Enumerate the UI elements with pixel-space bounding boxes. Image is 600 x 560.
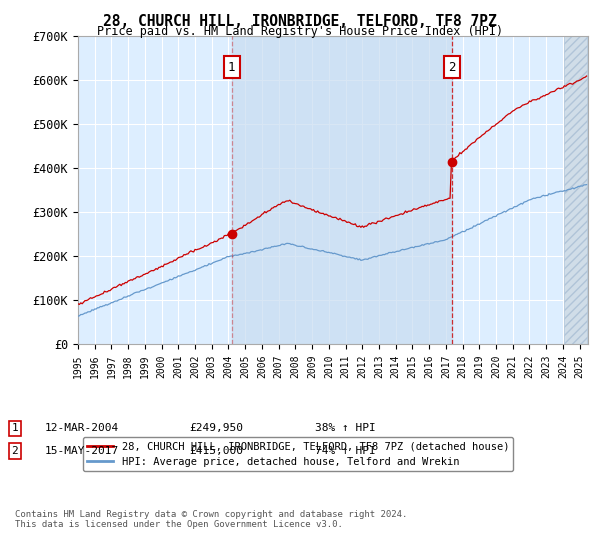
- Text: £415,000: £415,000: [189, 446, 243, 456]
- Text: 2: 2: [448, 60, 456, 74]
- Text: 38% ↑ HPI: 38% ↑ HPI: [315, 423, 376, 433]
- Text: £249,950: £249,950: [189, 423, 243, 433]
- Text: 12-MAR-2004: 12-MAR-2004: [45, 423, 119, 433]
- Text: 74% ↑ HPI: 74% ↑ HPI: [315, 446, 376, 456]
- Text: Price paid vs. HM Land Registry's House Price Index (HPI): Price paid vs. HM Land Registry's House …: [97, 25, 503, 38]
- Text: 1: 1: [11, 423, 19, 433]
- Text: 28, CHURCH HILL, IRONBRIDGE, TELFORD, TF8 7PZ: 28, CHURCH HILL, IRONBRIDGE, TELFORD, TF…: [103, 14, 497, 29]
- Text: 2: 2: [11, 446, 19, 456]
- Text: 15-MAY-2017: 15-MAY-2017: [45, 446, 119, 456]
- Text: 1: 1: [228, 60, 235, 74]
- Bar: [232, 36, 452, 344]
- Legend: 28, CHURCH HILL, IRONBRIDGE, TELFORD, TF8 7PZ (detached house), HPI: Average pri: 28, CHURCH HILL, IRONBRIDGE, TELFORD, TF…: [83, 437, 514, 471]
- Text: Contains HM Land Registry data © Crown copyright and database right 2024.
This d: Contains HM Land Registry data © Crown c…: [15, 510, 407, 529]
